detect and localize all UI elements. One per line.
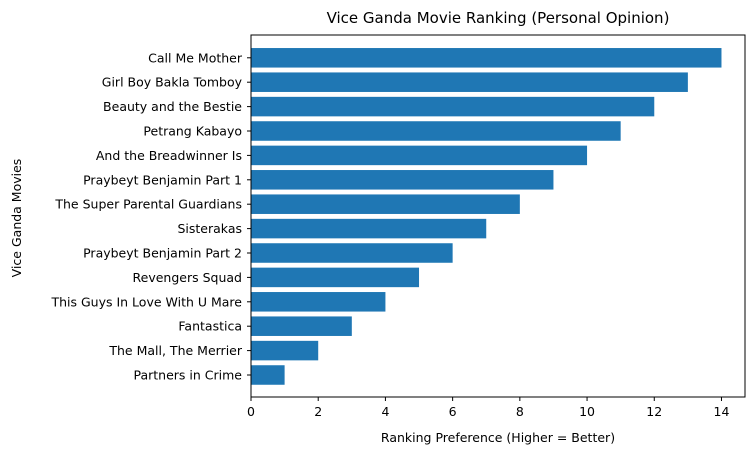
x-axis-label: Ranking Preference (Higher = Better) [381, 430, 615, 445]
x-tick-label-0: 0 [247, 404, 255, 419]
bar-3 [251, 292, 386, 312]
bars-group [251, 48, 722, 385]
bar-9 [251, 145, 588, 166]
y-tick-label-5: Praybeyt Benjamin Part 2 [83, 246, 242, 261]
y-tick-label-3: This Guys In Love With U Mare [50, 294, 242, 309]
y-tick-label-12: Girl Boy Bakla Tomboy [102, 75, 243, 90]
bar-13 [251, 48, 722, 68]
y-tick-label-10: Petrang Kabayo [143, 124, 242, 139]
y-axis-ticks: Partners in Crime The Mall, The Merrier Fa… [50, 50, 251, 383]
y-axis-label: Vice Ganda Movies [9, 159, 24, 278]
bar-10 [251, 121, 621, 141]
y-tick-label-2: Fantastica [178, 319, 242, 334]
y-tick-label-9: And the Breadwinner Is [96, 148, 242, 163]
bar-8 [251, 170, 554, 190]
y-tick-label-8: Praybeyt Benjamin Part 1 [83, 172, 242, 187]
x-tick-label-7: 14 [714, 404, 730, 419]
y-tick-label-1: The Mall, The Merrier [108, 343, 242, 358]
x-tick-label-5: 10 [579, 404, 595, 419]
bar-6 [251, 218, 487, 239]
x-axis-ticks: 0 2 4 6 8 10 12 14 [247, 397, 729, 419]
x-tick-label-2: 4 [381, 404, 389, 419]
y-tick-label-6: Sisterakas [177, 221, 242, 236]
y-tick-label-4: Revengers Squad [133, 270, 242, 285]
x-tick-label-3: 6 [449, 404, 457, 419]
bar-11 [251, 96, 655, 117]
bar-5 [251, 243, 453, 263]
y-tick-label-13: Call Me Mother [148, 50, 243, 65]
y-tick-label-0: Partners in Crime [134, 368, 243, 383]
chart-title: Vice Ganda Movie Ranking (Personal Opini… [327, 9, 670, 27]
bar-4 [251, 267, 420, 288]
bar-12 [251, 72, 688, 92]
bar-1 [251, 340, 319, 361]
y-tick-label-11: Beauty and the Bestie [103, 99, 242, 114]
bar-7 [251, 194, 520, 214]
x-tick-label-6: 12 [646, 404, 662, 419]
bar-2 [251, 316, 352, 336]
x-tick-label-4: 8 [516, 404, 524, 419]
y-tick-label-7: The Super Parental Guardians [54, 197, 242, 212]
bar-0 [251, 365, 285, 385]
plot-frame [250, 34, 746, 398]
x-tick-label-1: 2 [314, 404, 322, 419]
